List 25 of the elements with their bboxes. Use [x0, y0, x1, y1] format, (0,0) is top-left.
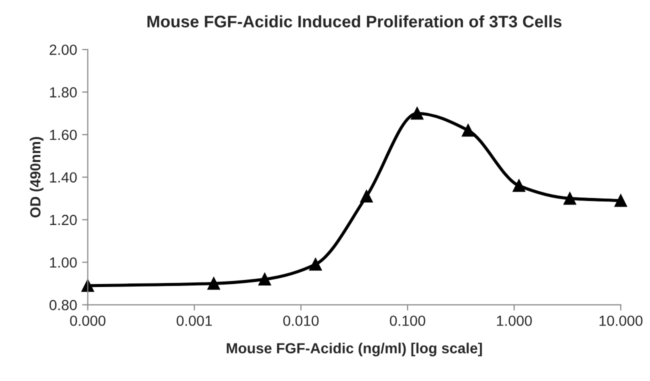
point [564, 192, 576, 205]
x-tick-label: 0.001 [176, 316, 212, 326]
y-tick-label: 1.60 [50, 130, 77, 140]
point [512, 179, 526, 192]
y-tick-label: 0.80 [50, 300, 77, 310]
point [614, 194, 627, 207]
x-tick-label: 0.000 [70, 316, 106, 326]
x-tick-label: 10.000 [600, 316, 642, 326]
point [309, 258, 322, 271]
point [462, 124, 474, 137]
y-tick-label: 2.00 [50, 44, 77, 55]
chart-title: Mouse FGF-Acidic Induced Proliferation of 3T3 Cells [147, 15, 562, 28]
y-tick-label: 1.80 [50, 87, 77, 98]
y-tick-label: 1.40 [50, 172, 77, 183]
x-tick-label: 0.100 [390, 316, 426, 326]
point [360, 190, 373, 203]
point [207, 277, 220, 290]
x-axis-title: Mouse FGF-Acidic (ng/ml) [log scale] [226, 342, 482, 356]
x-tick-label: 1.000 [497, 316, 532, 326]
x-tick-label: 0.010 [283, 316, 319, 326]
y-tick-label: 1.00 [50, 257, 77, 268]
y-axis-title: OD (490nm) [30, 136, 44, 218]
point [258, 273, 271, 286]
point [410, 107, 424, 120]
y-tick-label: 1.20 [50, 214, 77, 226]
